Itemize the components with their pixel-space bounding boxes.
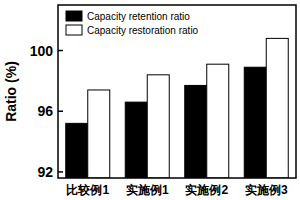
y-tick-label: 100 bbox=[30, 43, 54, 59]
bar bbox=[88, 90, 110, 178]
bar bbox=[66, 123, 88, 178]
y-tick bbox=[58, 110, 63, 112]
bar bbox=[244, 67, 266, 178]
legend-swatch bbox=[66, 11, 82, 21]
legend-swatch bbox=[66, 25, 82, 35]
bar bbox=[185, 85, 207, 178]
plot-frame bbox=[58, 5, 296, 178]
bars bbox=[66, 38, 289, 178]
legend-label: Capacity restoration ratio bbox=[87, 25, 199, 36]
chart: 比较例1 实施例1 实施例2 实施例3 92 96 100 Ratio (%) Capacity… bbox=[0, 0, 300, 200]
x-tick-label: 实施例2 bbox=[185, 183, 228, 197]
y-tick-label: 96 bbox=[37, 103, 53, 119]
bar bbox=[125, 102, 147, 178]
y-tick bbox=[58, 171, 63, 173]
x-tick-label: 比较例1 bbox=[66, 183, 109, 197]
bar bbox=[207, 64, 229, 178]
y-axis-label: Ratio (%) bbox=[3, 61, 19, 122]
x-tick-label: 实施例3 bbox=[245, 183, 288, 197]
y-tick-label: 92 bbox=[37, 164, 53, 180]
bar bbox=[147, 75, 169, 178]
x-tick-label: 实施例1 bbox=[126, 183, 169, 197]
y-tick bbox=[58, 50, 63, 52]
bar bbox=[266, 38, 288, 178]
legend-label: Capacity retention ratio bbox=[87, 11, 190, 22]
